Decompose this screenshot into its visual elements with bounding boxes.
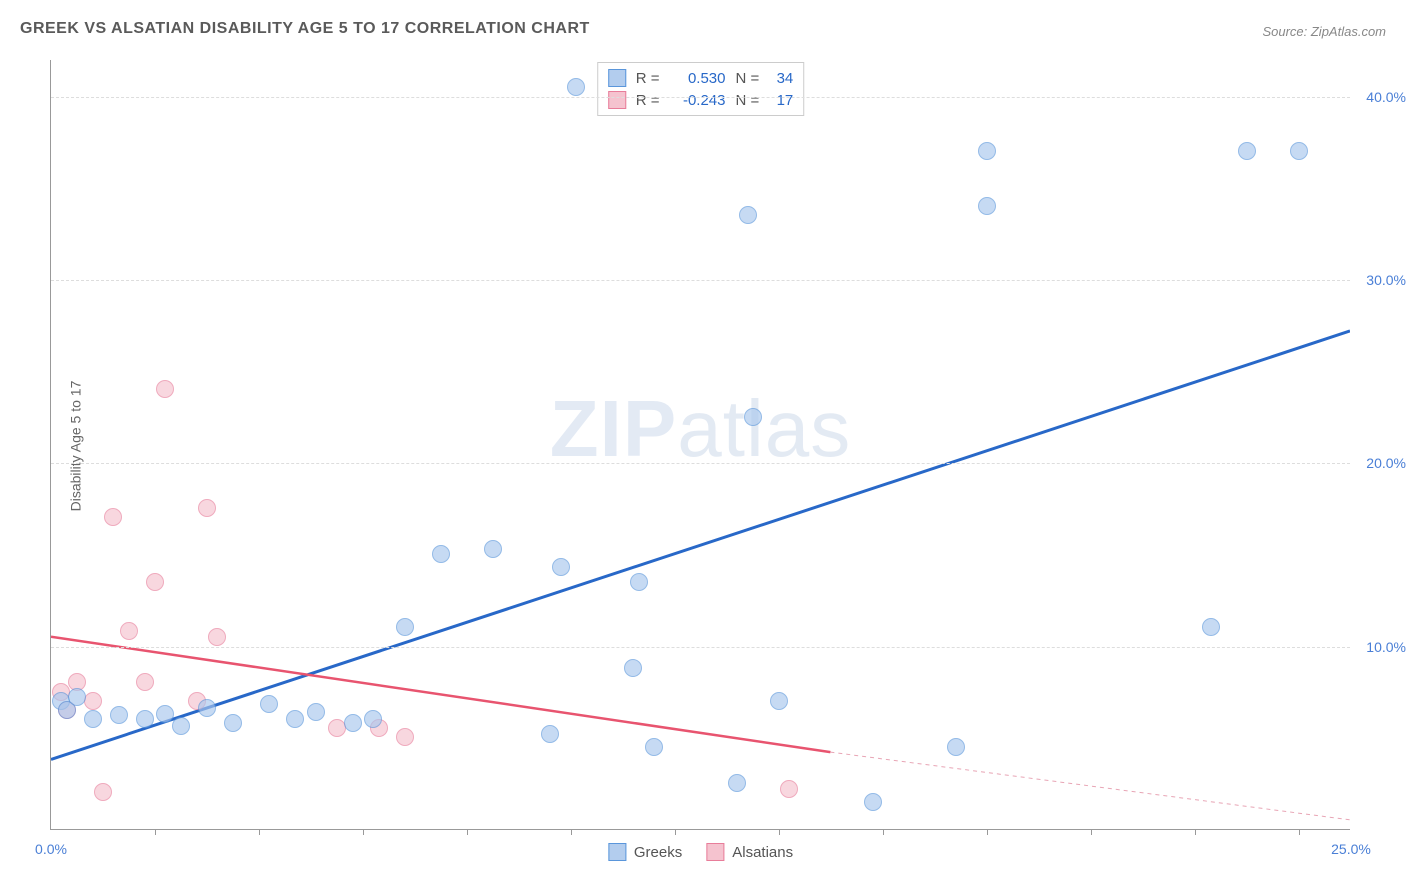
stat-n-value: 34	[769, 70, 793, 87]
swatch-alsatian-icon	[706, 843, 724, 861]
data-point-greek	[978, 142, 996, 160]
stat-n-value: 17	[769, 92, 793, 109]
data-point-greek	[739, 206, 757, 224]
swatch-greek-icon	[608, 69, 626, 87]
data-point-greek	[172, 717, 190, 735]
watermark-bold: ZIP	[550, 384, 677, 473]
swatch-alsatian-icon	[608, 91, 626, 109]
data-point-greek	[645, 738, 663, 756]
x-tick	[1299, 829, 1300, 835]
data-point-greek	[396, 618, 414, 636]
data-point-alsatian	[198, 499, 216, 517]
data-point-greek	[364, 710, 382, 728]
data-point-greek	[198, 699, 216, 717]
watermark-light: atlas	[677, 384, 851, 473]
stat-n-label: N =	[736, 92, 760, 109]
x-tick	[155, 829, 156, 835]
data-point-greek	[84, 710, 102, 728]
data-point-greek	[286, 710, 304, 728]
x-tick	[467, 829, 468, 835]
x-tick-label: 0.0%	[35, 841, 67, 857]
source-attribution: Source: ZipAtlas.com	[1262, 24, 1386, 39]
data-point-greek	[624, 659, 642, 677]
stat-n-label: N =	[736, 70, 760, 87]
chart-title: GREEK VS ALSATIAN DISABILITY AGE 5 TO 17…	[20, 20, 590, 38]
data-point-greek	[1202, 618, 1220, 636]
data-point-alsatian	[396, 728, 414, 746]
gridline	[51, 463, 1350, 464]
data-point-alsatian	[136, 673, 154, 691]
data-point-greek	[260, 695, 278, 713]
x-tick	[571, 829, 572, 835]
data-point-greek	[484, 540, 502, 558]
stat-r-value: -0.243	[670, 92, 726, 109]
regression-lines	[51, 60, 1350, 829]
stat-r-value: 0.530	[670, 70, 726, 87]
data-point-greek	[744, 408, 762, 426]
data-point-greek	[307, 703, 325, 721]
y-tick-label: 40.0%	[1366, 89, 1406, 105]
data-point-greek	[224, 714, 242, 732]
regression-line	[51, 331, 1350, 759]
x-tick	[1091, 829, 1092, 835]
data-point-greek	[432, 545, 450, 563]
data-point-alsatian	[208, 628, 226, 646]
data-point-greek	[567, 78, 585, 96]
data-point-alsatian	[146, 573, 164, 591]
stats-legend-box: R = 0.530 N = 34 R = -0.243 N = 17	[597, 62, 805, 116]
x-tick	[675, 829, 676, 835]
data-point-alsatian	[120, 622, 138, 640]
stats-row-alsatian: R = -0.243 N = 17	[608, 89, 794, 111]
data-point-alsatian	[780, 780, 798, 798]
y-tick-label: 10.0%	[1366, 639, 1406, 655]
data-point-greek	[68, 688, 86, 706]
data-point-alsatian	[156, 380, 174, 398]
stat-r-label: R =	[636, 92, 660, 109]
stat-r-label: R =	[636, 70, 660, 87]
x-tick-label: 25.0%	[1331, 841, 1371, 857]
data-point-greek	[552, 558, 570, 576]
data-point-greek	[110, 706, 128, 724]
data-point-greek	[728, 774, 746, 792]
data-point-greek	[541, 725, 559, 743]
data-point-greek	[630, 573, 648, 591]
data-point-greek	[1290, 142, 1308, 160]
legend-label: Alsatians	[732, 844, 793, 861]
data-point-greek	[156, 705, 174, 723]
gridline	[51, 97, 1350, 98]
series-legend: Greeks Alsatians	[608, 843, 793, 861]
legend-label: Greeks	[634, 844, 682, 861]
stats-row-greek: R = 0.530 N = 34	[608, 67, 794, 89]
x-tick	[363, 829, 364, 835]
regression-line	[51, 637, 830, 752]
data-point-greek	[344, 714, 362, 732]
y-tick-label: 30.0%	[1366, 272, 1406, 288]
data-point-alsatian	[104, 508, 122, 526]
data-point-greek	[978, 197, 996, 215]
data-point-greek	[136, 710, 154, 728]
x-tick	[987, 829, 988, 835]
gridline	[51, 647, 1350, 648]
data-point-alsatian	[94, 783, 112, 801]
data-point-greek	[770, 692, 788, 710]
y-tick-label: 20.0%	[1366, 455, 1406, 471]
regression-line	[830, 752, 1350, 820]
x-tick	[1195, 829, 1196, 835]
legend-item-greek: Greeks	[608, 843, 682, 861]
x-tick	[883, 829, 884, 835]
data-point-alsatian	[84, 692, 102, 710]
x-tick	[779, 829, 780, 835]
legend-item-alsatian: Alsatians	[706, 843, 793, 861]
x-tick	[259, 829, 260, 835]
data-point-greek	[1238, 142, 1256, 160]
swatch-greek-icon	[608, 843, 626, 861]
data-point-greek	[947, 738, 965, 756]
gridline	[51, 280, 1350, 281]
data-point-greek	[864, 793, 882, 811]
plot-area: ZIPatlas R = 0.530 N = 34 R = -0.243 N =…	[50, 60, 1350, 830]
watermark: ZIPatlas	[550, 383, 851, 475]
